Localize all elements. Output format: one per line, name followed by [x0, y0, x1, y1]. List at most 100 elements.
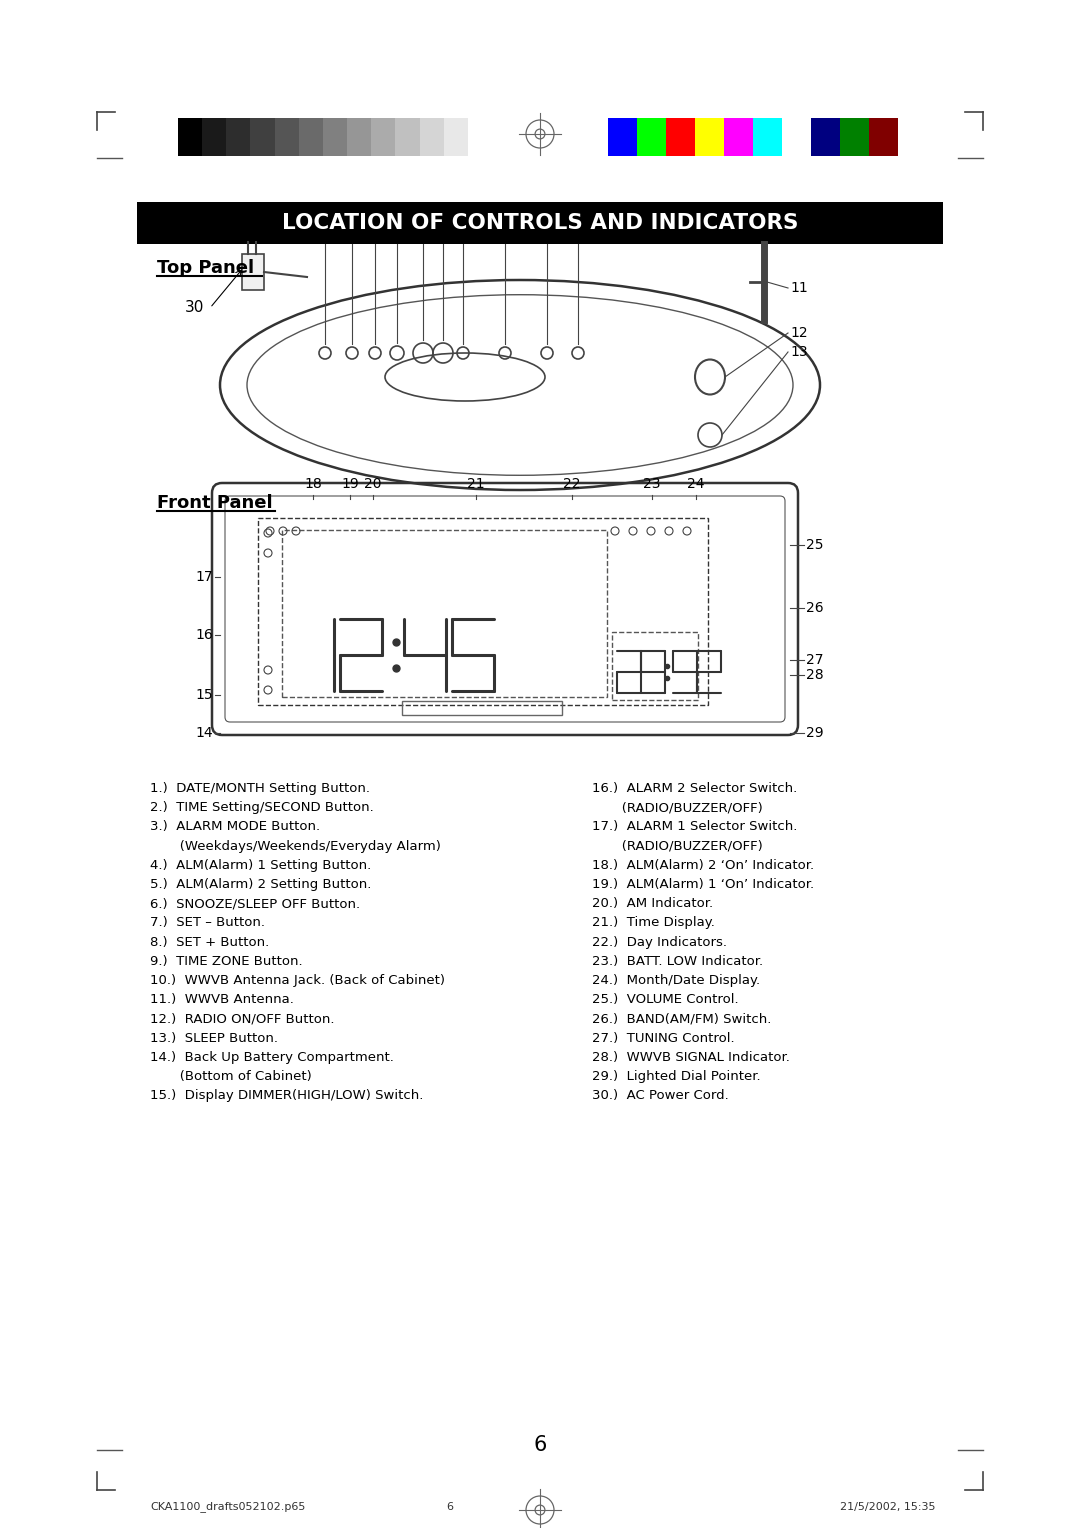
Text: 21: 21 [468, 477, 485, 490]
Text: Top Panel: Top Panel [157, 260, 254, 277]
Bar [782, 118, 811, 156]
Text: 13: 13 [789, 345, 808, 359]
Text: 25: 25 [806, 538, 824, 552]
Text: 10.)  WWVB Antenna Jack. (Back of Cabinet): 10.) WWVB Antenna Jack. (Back of Cabinet… [150, 973, 445, 987]
Text: 14: 14 [195, 726, 213, 740]
Text: 15.)  Display DIMMER(HIGH/LOW) Switch.: 15.) Display DIMMER(HIGH/LOW) Switch. [150, 1089, 423, 1102]
Text: 14.)  Back Up Battery Compartment.: 14.) Back Up Battery Compartment. [150, 1051, 394, 1063]
Bar [137, 202, 943, 244]
Bar [372, 118, 395, 156]
Text: (RADIO/BUZZER/OFF): (RADIO/BUZZER/OFF) [592, 801, 762, 814]
Text: 29: 29 [806, 726, 824, 740]
Bar [419, 118, 444, 156]
Text: 11: 11 [789, 281, 808, 295]
Text: 5: 5 [419, 231, 428, 244]
Text: 15: 15 [195, 688, 213, 701]
Text: (Bottom of Cabinet): (Bottom of Cabinet) [150, 1070, 312, 1083]
Text: 27.)  TUNING Control.: 27.) TUNING Control. [592, 1031, 734, 1045]
Bar [242, 254, 264, 290]
Bar [274, 118, 299, 156]
Text: 29.)  Lighted Dial Pointer.: 29.) Lighted Dial Pointer. [592, 1070, 760, 1083]
Bar [299, 118, 323, 156]
Text: (RADIO/BUZZER/OFF): (RADIO/BUZZER/OFF) [592, 839, 762, 853]
Text: 28: 28 [806, 668, 824, 681]
Text: 11.)  WWVB Antenna.: 11.) WWVB Antenna. [150, 993, 294, 1007]
Text: 18: 18 [305, 477, 322, 490]
Bar [608, 118, 637, 156]
Text: 22: 22 [564, 477, 581, 490]
Bar [251, 118, 274, 156]
Bar [811, 118, 840, 156]
Text: 26.)  BAND(AM/FM) Switch.: 26.) BAND(AM/FM) Switch. [592, 1013, 771, 1025]
Text: CKA1100_drafts052102.p65: CKA1100_drafts052102.p65 [150, 1502, 306, 1513]
Text: 16: 16 [195, 628, 213, 642]
Text: 24: 24 [687, 477, 705, 490]
Text: 25.)  VOLUME Control.: 25.) VOLUME Control. [592, 993, 739, 1007]
Text: 28.)  WWVB SIGNAL Indicator.: 28.) WWVB SIGNAL Indicator. [592, 1051, 789, 1063]
Bar [178, 118, 202, 156]
Text: 23.)  BATT. LOW Indicator.: 23.) BATT. LOW Indicator. [592, 955, 764, 967]
Text: 8: 8 [500, 231, 510, 244]
Text: 1.)  DATE/MONTH Setting Button.: 1.) DATE/MONTH Setting Button. [150, 782, 370, 795]
Bar [323, 118, 347, 156]
Text: 3.)  ALARM MODE Button.: 3.) ALARM MODE Button. [150, 821, 320, 833]
Text: 1: 1 [321, 231, 329, 244]
Bar [696, 118, 724, 156]
Text: 17: 17 [195, 570, 213, 584]
Text: 21/5/2002, 15:35: 21/5/2002, 15:35 [840, 1502, 935, 1513]
Text: 30.)  AC Power Cord.: 30.) AC Power Cord. [592, 1089, 729, 1102]
Text: 30: 30 [186, 301, 205, 315]
Bar [258, 518, 708, 704]
Text: 17.)  ALARM 1 Selector Switch.: 17.) ALARM 1 Selector Switch. [592, 821, 797, 833]
Text: 20: 20 [364, 477, 381, 490]
Text: 2.)  TIME Setting/SECOND Button.: 2.) TIME Setting/SECOND Button. [150, 801, 374, 814]
Text: 7: 7 [459, 231, 468, 244]
Text: 21.)  Time Display.: 21.) Time Display. [592, 917, 715, 929]
Text: 7.)  SET – Button.: 7.) SET – Button. [150, 917, 265, 929]
Bar [666, 118, 696, 156]
Text: 3: 3 [370, 231, 379, 244]
Bar [202, 118, 227, 156]
Bar [468, 118, 492, 156]
Text: 24.)  Month/Date Display.: 24.) Month/Date Display. [592, 973, 760, 987]
Text: 19: 19 [341, 477, 359, 490]
Text: 20.)  AM Indicator.: 20.) AM Indicator. [592, 897, 713, 911]
Bar [402, 701, 562, 715]
Text: 4.)  ALM(Alarm) 1 Setting Button.: 4.) ALM(Alarm) 1 Setting Button. [150, 859, 372, 872]
Text: 2: 2 [348, 231, 356, 244]
Text: 10: 10 [569, 231, 586, 244]
Bar [724, 118, 753, 156]
Text: 12: 12 [789, 325, 808, 341]
Text: 22.)  Day Indicators.: 22.) Day Indicators. [592, 935, 727, 949]
Bar [869, 118, 897, 156]
Bar [444, 118, 468, 156]
Bar [753, 118, 782, 156]
Text: Front Panel: Front Panel [157, 494, 272, 512]
Text: 4: 4 [393, 231, 402, 244]
Bar [637, 118, 666, 156]
Bar [227, 118, 251, 156]
Text: 6: 6 [446, 1502, 454, 1513]
Bar [840, 118, 869, 156]
Bar [347, 118, 372, 156]
Bar [612, 633, 698, 700]
Text: 8.)  SET + Button.: 8.) SET + Button. [150, 935, 269, 949]
Text: 6: 6 [534, 1435, 546, 1455]
Text: 19.)  ALM(Alarm) 1 ‘On’ Indicator.: 19.) ALM(Alarm) 1 ‘On’ Indicator. [592, 879, 814, 891]
Text: 27: 27 [806, 652, 824, 668]
Text: 5.)  ALM(Alarm) 2 Setting Button.: 5.) ALM(Alarm) 2 Setting Button. [150, 879, 372, 891]
Text: 12.)  RADIO ON/OFF Button.: 12.) RADIO ON/OFF Button. [150, 1013, 335, 1025]
Text: 23: 23 [644, 477, 661, 490]
Text: (Weekdays/Weekends/Everyday Alarm): (Weekdays/Weekends/Everyday Alarm) [150, 839, 441, 853]
Text: LOCATION OF CONTROLS AND INDICATORS: LOCATION OF CONTROLS AND INDICATORS [282, 212, 798, 232]
Text: 9: 9 [542, 231, 552, 244]
Text: 9.)  TIME ZONE Button.: 9.) TIME ZONE Button. [150, 955, 302, 967]
Bar [282, 530, 607, 697]
Text: 13.)  SLEEP Button.: 13.) SLEEP Button. [150, 1031, 278, 1045]
Bar [395, 118, 419, 156]
Text: 18.)  ALM(Alarm) 2 ‘On’ Indicator.: 18.) ALM(Alarm) 2 ‘On’ Indicator. [592, 859, 814, 872]
Text: 6: 6 [438, 231, 447, 244]
Text: 16.)  ALARM 2 Selector Switch.: 16.) ALARM 2 Selector Switch. [592, 782, 797, 795]
Text: 6.)  SNOOZE/SLEEP OFF Button.: 6.) SNOOZE/SLEEP OFF Button. [150, 897, 360, 911]
Text: 26: 26 [806, 601, 824, 614]
